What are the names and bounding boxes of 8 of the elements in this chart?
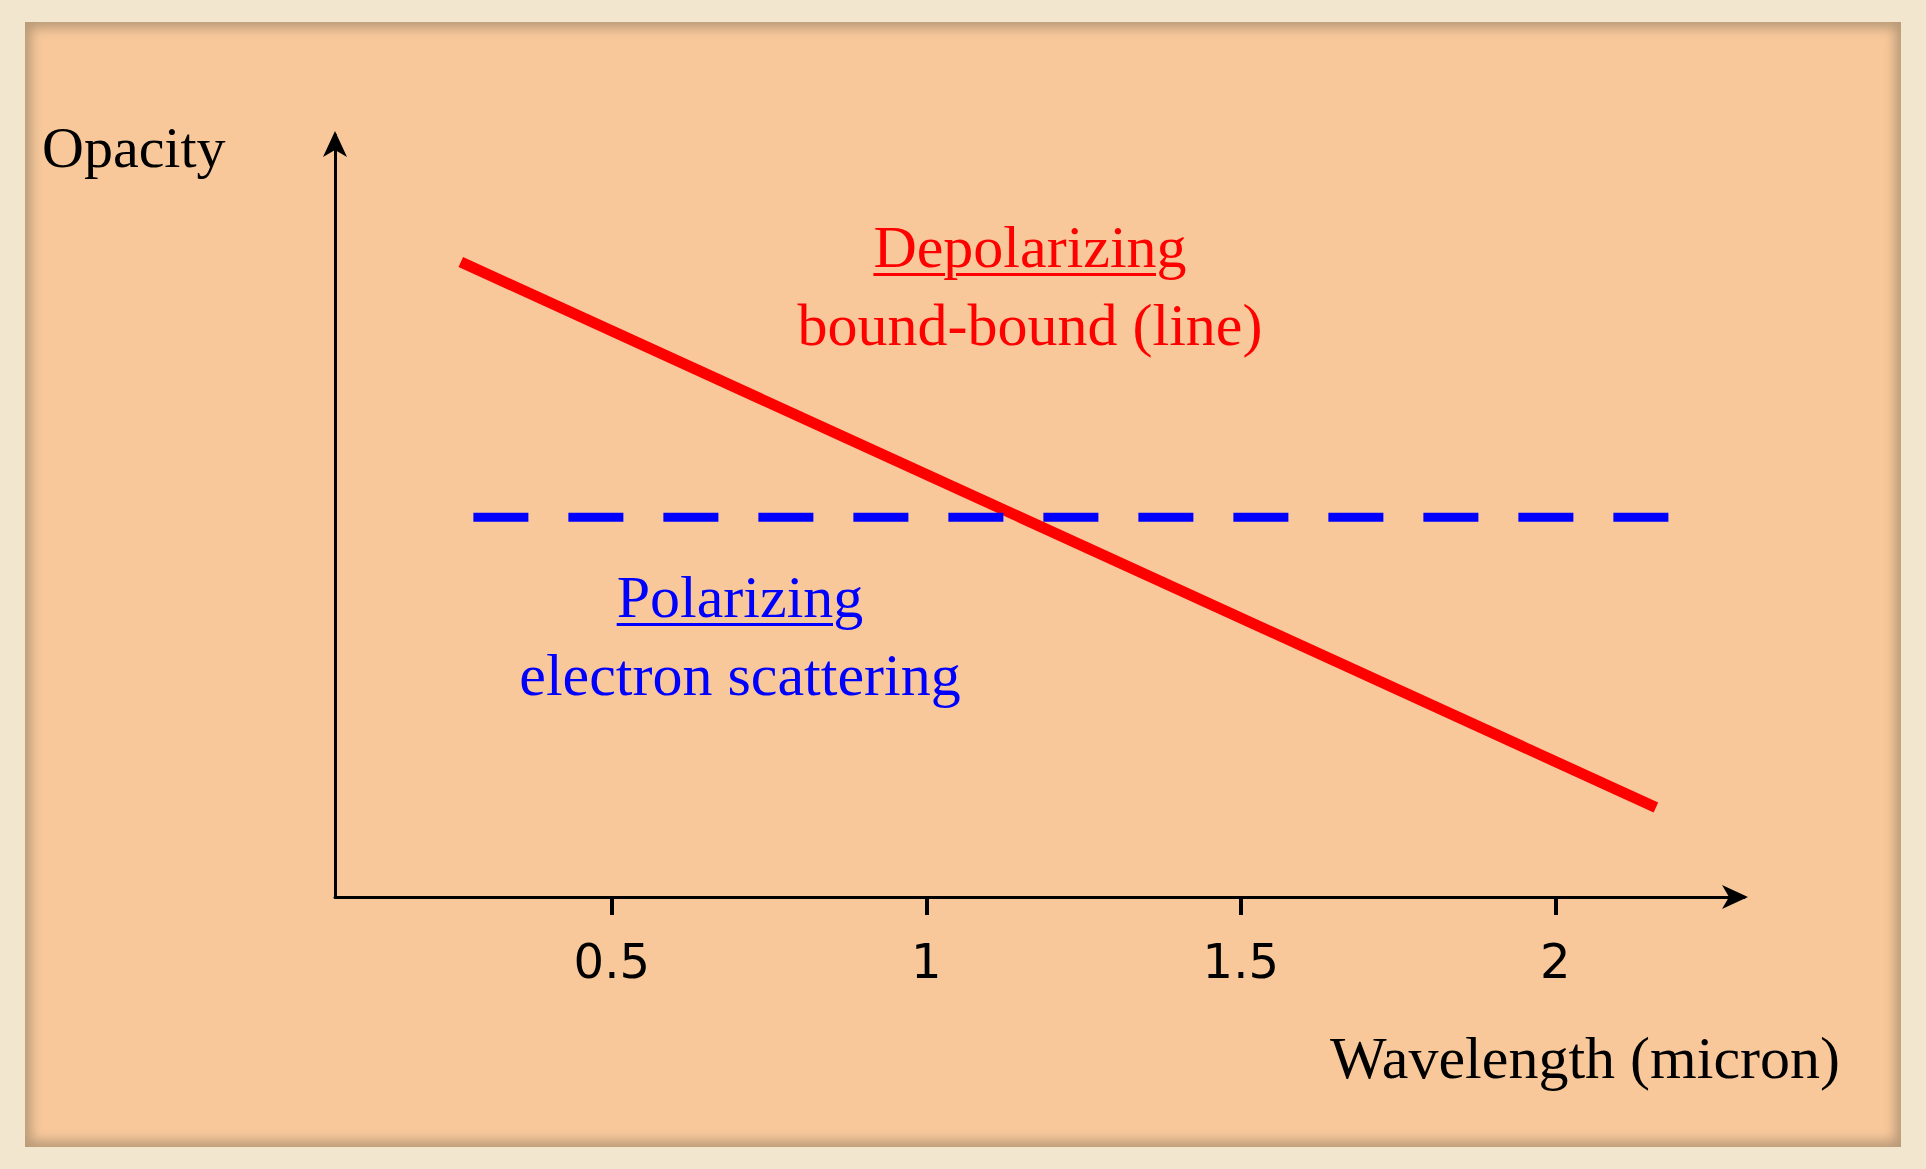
y-axis-title: Opacity xyxy=(42,114,226,180)
x-tick-label: 1 xyxy=(911,933,942,989)
series-label: Polarizing electron scattering xyxy=(518,563,962,710)
series-label: Depolarizing bound-bound (line) xyxy=(796,213,1264,360)
x-tick-label: 2 xyxy=(1540,933,1571,989)
x-tick-label: 1.5 xyxy=(1202,933,1279,989)
x-axis-title: Wavelength (micron) xyxy=(1330,1025,1841,1091)
x-tick-label: 0.5 xyxy=(573,933,650,989)
